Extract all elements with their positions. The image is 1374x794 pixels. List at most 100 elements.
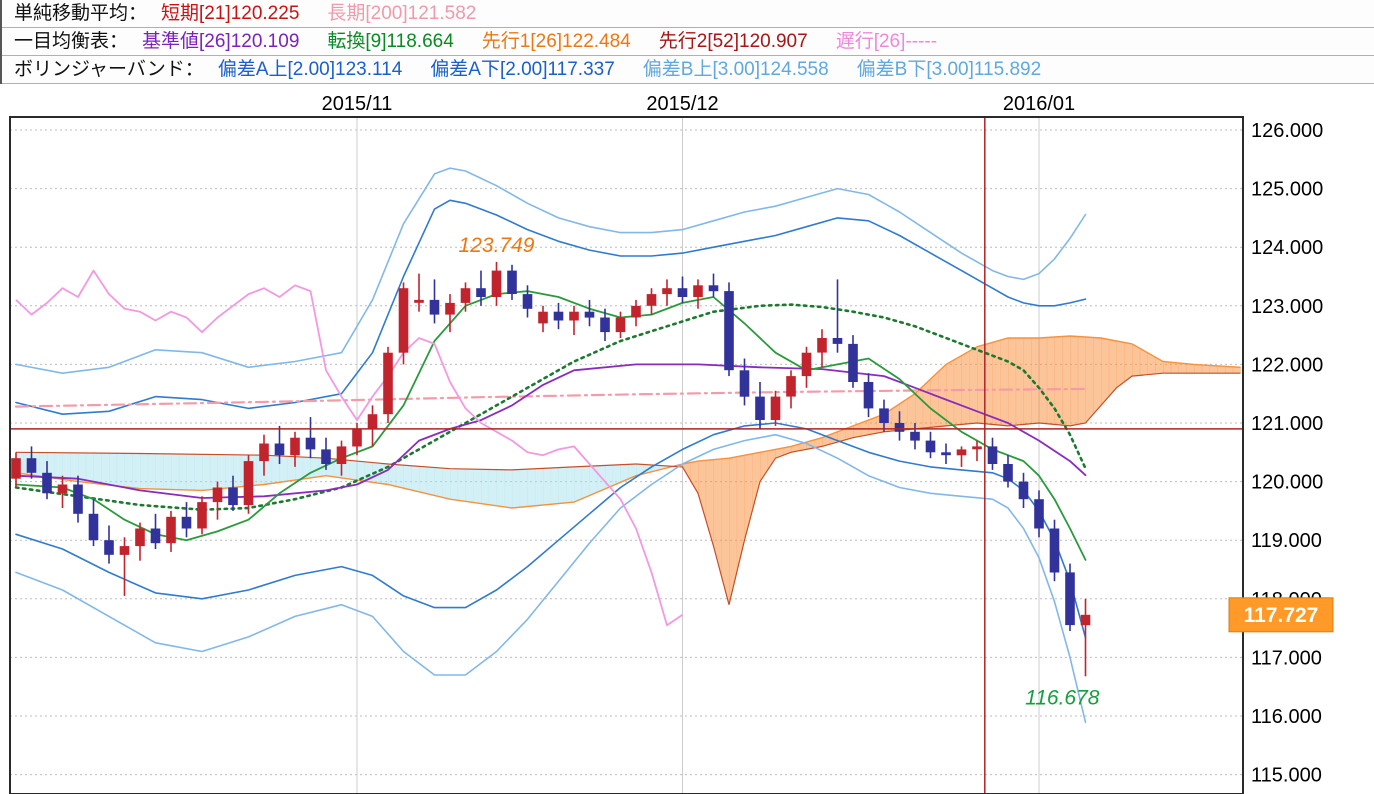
candle-body (569, 311, 579, 321)
candle-body (336, 446, 347, 464)
candle-body (290, 437, 300, 456)
indicator-legend: 単純移動平均： 短期[21]120.225 長期[200]121.582 一目均衡表：… (0, 0, 1374, 84)
legend-row-label: 一目均衡表： (14, 31, 129, 52)
candle-body (956, 449, 967, 456)
candle-body (801, 352, 812, 377)
legend-item: 遅行[26]----- (835, 31, 938, 52)
candle-body (553, 311, 564, 321)
y-axis-label: 126.000 (1251, 120, 1323, 142)
candle-body (1049, 528, 1060, 573)
candles-layer (11, 261, 1091, 677)
legend-item: 偏差B下[3.00]115.892 (856, 59, 1042, 80)
candle-body (972, 446, 982, 450)
line-chikou-26 (15, 269, 684, 627)
candle-body (941, 452, 951, 456)
candle-body (770, 396, 781, 420)
y-axis-label: 119.000 (1251, 530, 1322, 552)
candle-body (584, 311, 595, 318)
legend-item: 偏差A上[2.00]123.114 (217, 59, 403, 80)
y-axis-label: 124.000 (1251, 237, 1323, 259)
candle-body (615, 317, 626, 333)
candle-body (476, 288, 486, 297)
grid-layer (10, 117, 1243, 794)
candle-body (150, 528, 161, 544)
candle-body (987, 446, 998, 464)
senkou-a-line (15, 335, 1241, 509)
high-price-label: 123.749 (459, 234, 535, 257)
legend-item: 先行2[52]120.907 (658, 31, 808, 52)
candle-body (429, 299, 440, 315)
legend-item: 基準値[26]120.109 (142, 31, 300, 52)
y-axis-label: 117.000 (1251, 647, 1322, 669)
y-axis-label: 125.000 (1251, 179, 1323, 201)
candle-body (259, 443, 269, 462)
legend-item: 長期[200]121.582 (327, 3, 477, 24)
legend-item: 短期[21]120.225 (161, 3, 300, 24)
candle-body (817, 338, 827, 353)
candle-body (274, 443, 285, 456)
candle-body (352, 428, 362, 447)
line-bollinger-b-upper (15, 167, 1087, 375)
candle-body (925, 440, 936, 453)
legend-item: 偏差B上[3.00]124.558 (642, 59, 829, 80)
candle-body (646, 294, 657, 306)
low-price-label: 116.678 (1025, 686, 1100, 709)
line-sma-short-21 (14, 303, 1087, 512)
x-axis-label: 2015/11 (322, 93, 393, 115)
candle-body (26, 458, 37, 473)
candle-body (538, 311, 548, 324)
line-bollinger-a-upper (15, 199, 1087, 416)
candle-body (832, 338, 843, 344)
candle-body (445, 302, 455, 315)
candle-body (383, 352, 393, 415)
legend-row-label: 単純移動平均： (14, 3, 148, 24)
candle-body (507, 270, 517, 294)
x-axis: 2015/11 2015/12 2016/01 (322, 93, 1076, 115)
candle-body (739, 370, 750, 397)
candle-body (305, 437, 316, 450)
candle-body (522, 294, 533, 309)
candle-body (212, 487, 223, 503)
legend-row-bollinger: ボリンジャーバンド： 偏差A上[2.00]123.114 偏差A下[2.00]117… (2, 56, 1374, 84)
legend-item: 転換[9]118.664 (327, 31, 454, 52)
candle-body (1034, 499, 1044, 529)
candle-body (42, 472, 52, 494)
candle-body (786, 376, 796, 397)
x-axis-label: 2016/01 (1003, 93, 1075, 115)
candle-body (73, 484, 83, 514)
ichimoku-cloud (15, 335, 1241, 605)
legend-item: 先行1[26]122.484 (481, 31, 631, 52)
y-axis-label: 120.000 (1251, 472, 1323, 494)
candle-body (11, 458, 21, 479)
candle-body (243, 461, 254, 506)
candle-body (879, 408, 889, 423)
candle-body (88, 513, 99, 541)
candle-body (104, 540, 114, 555)
candle-body (414, 299, 424, 303)
candle-body (724, 291, 734, 371)
legend-row-label: ボリンジャーバンド： (14, 59, 204, 80)
y-axis-label: 123.000 (1251, 296, 1323, 318)
candle-body (910, 431, 920, 441)
candle-body (57, 484, 68, 494)
candle-body (119, 546, 130, 555)
legend-row-ichimoku: 一目均衡表： 基準値[26]120.109 転換[9]118.664 先行1[26]1… (2, 28, 1374, 56)
x-axis-label: 2015/12 (646, 93, 718, 115)
y-axis: 126.000 125.000 124.000 123.000 122.000 121.0… (1251, 120, 1323, 787)
candle-body (1018, 481, 1029, 500)
crosshair (10, 117, 1243, 794)
line-kijun-26 (15, 363, 1087, 499)
candle-body (460, 288, 471, 303)
candle-body (1065, 572, 1075, 626)
senkou-b-line (15, 372, 1241, 605)
y-axis-label: 121.000 (1251, 413, 1323, 435)
candle-body (708, 285, 719, 292)
candle-body (662, 288, 672, 295)
candle-body (631, 305, 641, 318)
legend-row-sma: 単純移動平均： 短期[21]120.225 長期[200]121.582 (2, 0, 1374, 28)
candle-body (135, 528, 145, 547)
candle-body (863, 382, 874, 409)
candle-body (677, 288, 688, 297)
plot-layers (10, 117, 1243, 794)
